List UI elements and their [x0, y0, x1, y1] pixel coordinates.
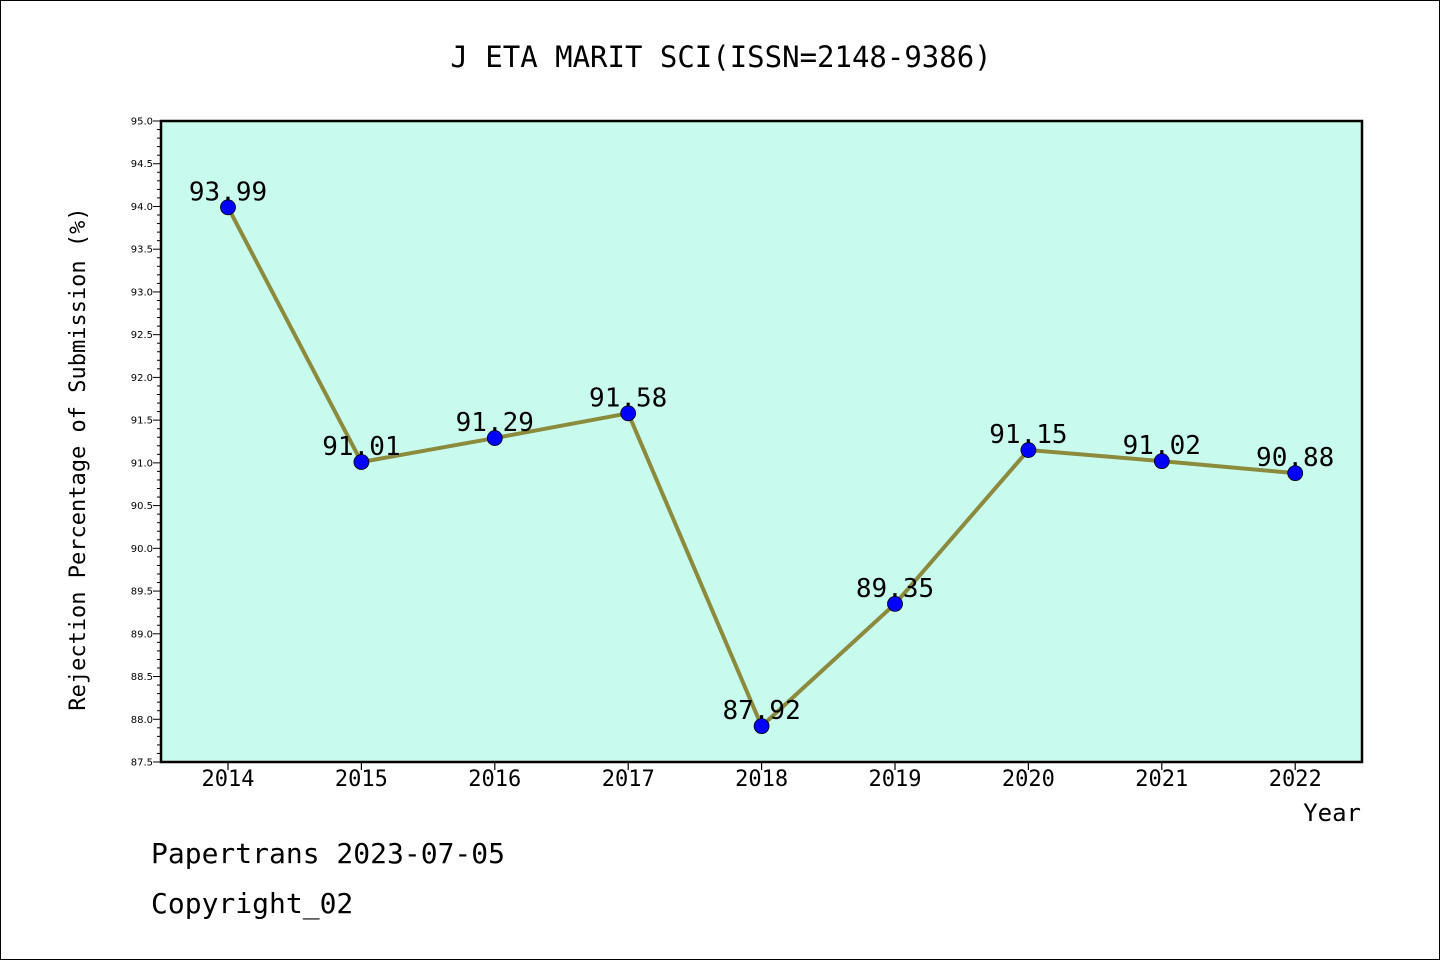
y-tick-label: 88.0 — [131, 715, 153, 726]
y-tick-label: 89.5 — [131, 587, 153, 598]
data-label: 91.29 — [456, 408, 534, 438]
y-axis-label: Rejection Percentage of Submission (%) — [66, 207, 91, 710]
y-tick-label: 94.0 — [131, 202, 153, 213]
data-label: 91.02 — [1123, 431, 1201, 461]
data-point — [353, 454, 370, 470]
y-tick-label: 88.5 — [131, 672, 153, 683]
y-tick-label: 90.5 — [131, 501, 153, 512]
x-tick-label: 2021 — [1135, 767, 1188, 792]
x-tick-label: 2020 — [1002, 767, 1055, 792]
y-tick-label: 92.5 — [131, 330, 153, 341]
data-point — [220, 199, 236, 216]
y-tick-label: 92.0 — [131, 373, 153, 384]
y-axis-ticks: 87.5 88.0 88.5 89.0 89.5 90.0 90.5 91.0 91.5 92.0… — [131, 117, 161, 769]
data-point — [486, 430, 503, 446]
data-label: 87.92 — [722, 696, 800, 726]
series-layer — [220, 199, 1304, 735]
data-label: 91.15 — [989, 420, 1067, 450]
y-tick-label: 91.0 — [131, 458, 153, 469]
data-point — [620, 405, 637, 422]
data-point — [887, 595, 903, 612]
x-tick-label: 2018 — [735, 767, 788, 792]
y-tick-label: 87.5 — [131, 758, 153, 769]
x-tick-label: 2019 — [869, 767, 922, 792]
y-tick-label: 95.0 — [131, 117, 153, 128]
y-tick-label: 89.0 — [131, 629, 153, 640]
data-label: 89.35 — [856, 574, 934, 604]
x-tick-label: 2022 — [1269, 767, 1322, 792]
x-tick-label: 2016 — [468, 767, 521, 792]
x-axis-label: Year — [1303, 799, 1361, 827]
y-tick-label: 94.5 — [131, 159, 153, 170]
y-tick-label: 90.0 — [131, 544, 153, 555]
x-tick-label: 2014 — [202, 767, 255, 792]
x-tick-label: 2015 — [335, 767, 388, 792]
x-axis-ticks: 2014 2015 2016 2017 2018 2019 2020 2021 2022 — [202, 762, 1322, 792]
footer-date: Papertrans 2023-07-05 — [151, 837, 506, 870]
data-label: 91.58 — [589, 383, 667, 413]
data-point — [1153, 453, 1170, 470]
data-label: 91.01 — [322, 432, 400, 462]
x-tick-label: 2017 — [602, 767, 655, 792]
y-tick-label: 93.5 — [131, 245, 153, 256]
data-point — [753, 718, 770, 735]
plot-area — [159, 119, 1364, 764]
y-tick-label: 91.5 — [131, 416, 153, 427]
data-labels: 93.99 91.01 91.29 91.58 87.92 89.35 91.15 91.02… — [189, 177, 1334, 726]
data-label: 90.88 — [1256, 443, 1334, 473]
data-point — [1287, 465, 1304, 482]
footer-copyright: Copyright_02 — [151, 887, 354, 920]
chart-title: J ETA MARIT SCI(ISSN=2148-9386) — [450, 40, 991, 74]
data-label: 93.99 — [189, 177, 267, 207]
y-tick-label: 93.0 — [131, 287, 153, 298]
data-point — [1020, 442, 1037, 458]
